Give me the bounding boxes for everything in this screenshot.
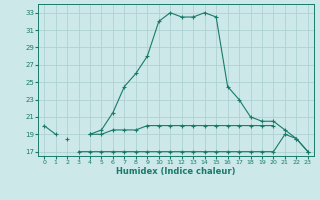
- X-axis label: Humidex (Indice chaleur): Humidex (Indice chaleur): [116, 167, 236, 176]
